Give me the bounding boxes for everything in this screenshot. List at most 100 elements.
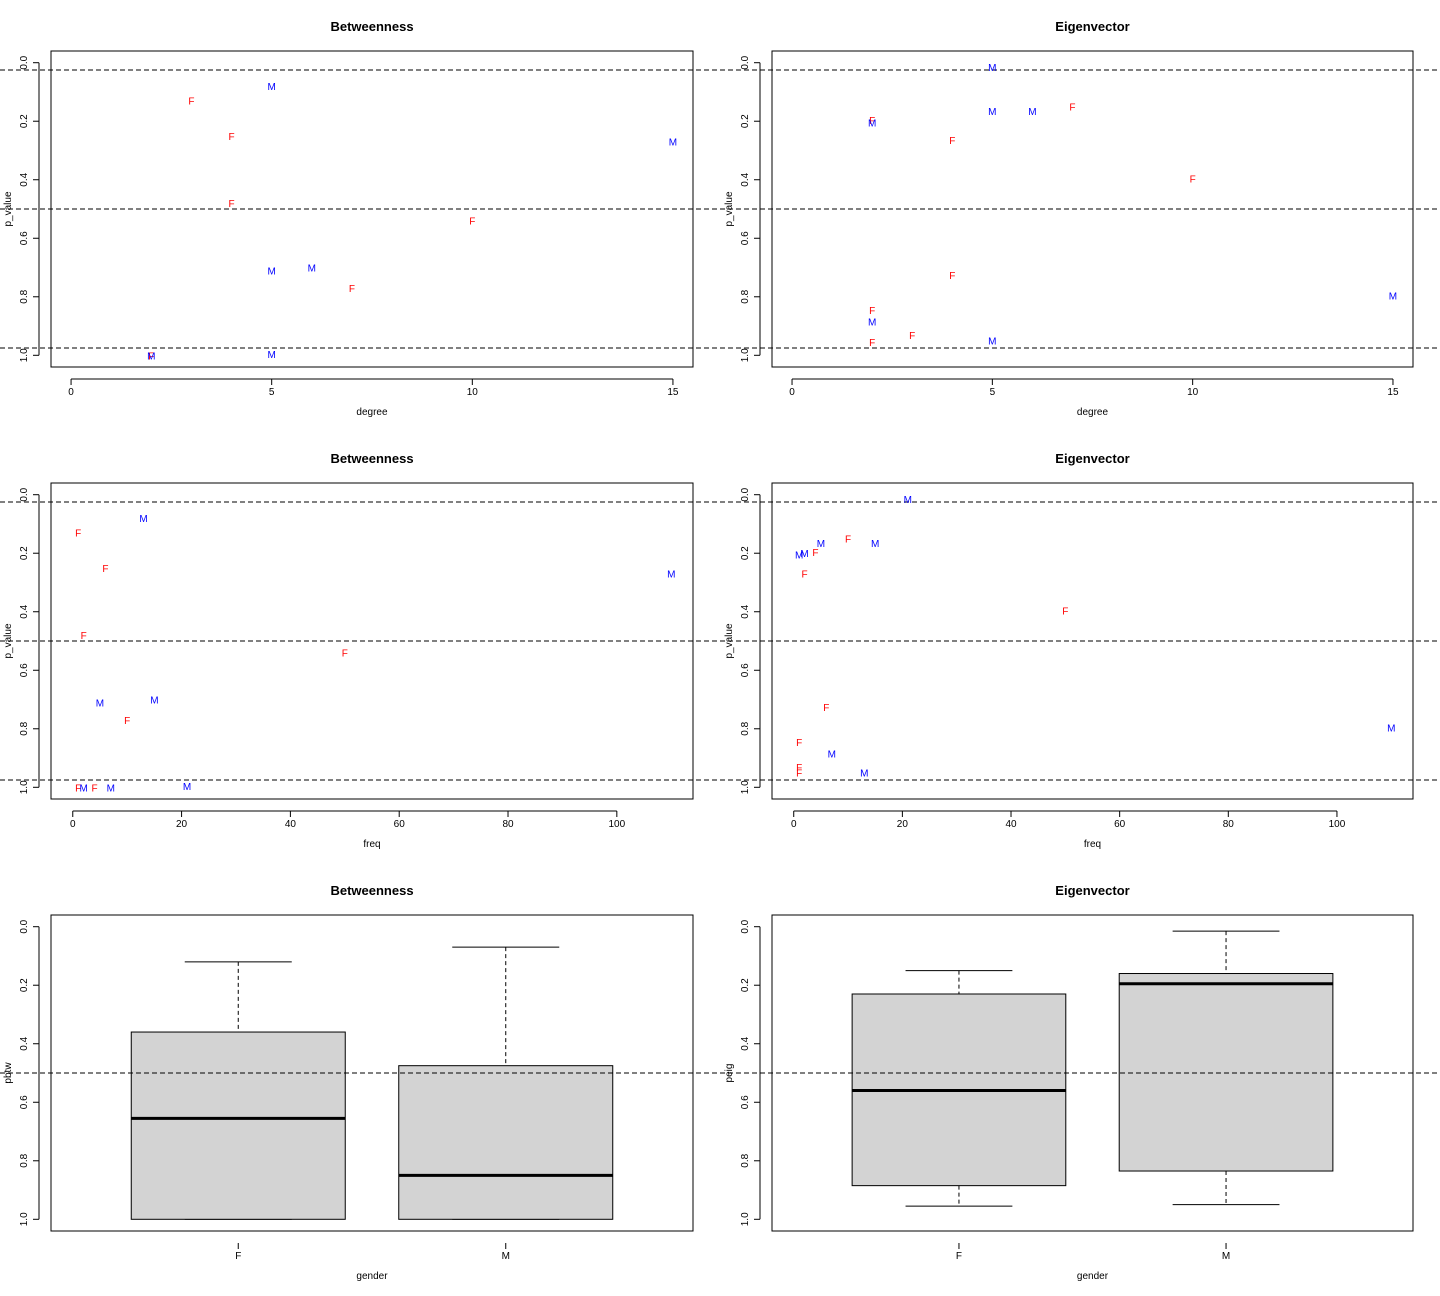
point-M: M <box>150 696 158 707</box>
x-tick-label: 5 <box>990 387 996 398</box>
point-F: F <box>845 535 851 546</box>
plot-frame <box>771 50 1414 368</box>
box-rect <box>398 1065 614 1220</box>
x-axis-label: freq <box>1084 839 1101 850</box>
point-F: F <box>869 306 875 317</box>
plot-frame <box>771 914 1414 1232</box>
point-F: F <box>796 769 802 780</box>
y-tick-label: 0.6 <box>740 231 751 245</box>
chart-title: Eigenvector <box>1055 883 1129 898</box>
point-F: F <box>812 548 818 559</box>
y-tick-label: 0.2 <box>740 546 751 560</box>
point-F: F <box>796 738 802 749</box>
x-tick-label: 100 <box>1329 819 1346 830</box>
y-tick-label: 0.2 <box>19 546 30 560</box>
y-tick-label: 0.0 <box>740 487 751 501</box>
point-M: M <box>904 495 912 506</box>
y-tick-label: 0.0 <box>740 919 751 933</box>
point-F: F <box>949 271 955 282</box>
plot-frame <box>50 50 694 368</box>
point-F: F <box>91 783 97 794</box>
point-M: M <box>828 750 836 761</box>
point-M: M <box>79 783 87 794</box>
point-F: F <box>909 331 915 342</box>
x-axis-label: gender <box>356 1271 388 1282</box>
panel-3: Betweennessfreqp_value0.00.20.40.60.81.0… <box>0 451 720 850</box>
x-tick-label: 80 <box>1223 819 1235 830</box>
box-F <box>851 970 1067 1207</box>
y-tick-label: 1.0 <box>740 780 751 794</box>
point-F: F <box>75 783 81 794</box>
plot-frame <box>50 482 694 800</box>
chart-title: Betweenness <box>330 883 413 898</box>
x-axis-label: degree <box>356 407 388 418</box>
y-tick-label: 0.2 <box>19 978 30 992</box>
y-tick-label: 0.0 <box>19 919 30 933</box>
point-M: M <box>871 539 879 550</box>
point-F: F <box>148 351 154 362</box>
y-tick-label: 0.4 <box>19 1036 30 1050</box>
x-tick-label: M <box>502 1251 510 1262</box>
x-tick-label: F <box>235 1251 241 1262</box>
point-F: F <box>229 132 235 143</box>
point-M: M <box>147 351 155 362</box>
x-tick-label: F <box>956 1251 962 1262</box>
box-F <box>130 961 346 1220</box>
panel-2: Eigenvectordegreep_value0.00.20.40.60.81… <box>720 19 1440 418</box>
point-F: F <box>1190 174 1196 185</box>
x-tick-label: 100 <box>608 819 625 830</box>
point-M: M <box>795 551 803 562</box>
box-rect <box>1118 973 1334 1172</box>
box-M <box>398 946 614 1220</box>
x-tick-label: 10 <box>1187 387 1199 398</box>
y-tick-label: 0.2 <box>740 978 751 992</box>
x-tick-label: M <box>1222 1251 1230 1262</box>
x-tick-label: 0 <box>68 387 74 398</box>
y-tick-label: 0.8 <box>19 289 30 303</box>
y-tick-label: 0.6 <box>740 663 751 677</box>
x-tick-label: 60 <box>394 819 406 830</box>
x-tick-label: 0 <box>791 819 797 830</box>
point-F: F <box>469 217 475 228</box>
point-F: F <box>81 631 87 642</box>
y-tick-label: 1.0 <box>19 1212 30 1226</box>
point-F: F <box>229 199 235 210</box>
point-M: M <box>669 138 677 149</box>
point-M: M <box>183 782 191 793</box>
point-M: M <box>988 337 996 348</box>
point-M: M <box>988 63 996 74</box>
point-F: F <box>949 136 955 147</box>
plot-frame <box>50 914 694 1232</box>
y-tick-label: 0.6 <box>19 231 30 245</box>
y-tick-label: 1.0 <box>740 1212 751 1226</box>
chart-title: Eigenvector <box>1055 19 1129 34</box>
x-tick-label: 10 <box>467 387 479 398</box>
x-tick-label: 0 <box>70 819 76 830</box>
y-tick-label: 0.2 <box>740 114 751 128</box>
point-M: M <box>868 119 876 130</box>
point-M: M <box>107 783 115 794</box>
point-M: M <box>308 264 316 275</box>
y-tick-label: 0.4 <box>740 1036 751 1050</box>
y-tick-label: 0.4 <box>740 172 751 186</box>
x-tick-label: 15 <box>1387 387 1399 398</box>
y-tick-label: 1.0 <box>740 348 751 362</box>
point-M: M <box>1387 723 1395 734</box>
point-M: M <box>268 82 276 93</box>
point-F: F <box>188 97 194 108</box>
y-tick-label: 0.6 <box>740 1095 751 1109</box>
panel-6: Eigenvectorgenderpeig0.00.20.40.60.81.0F… <box>720 883 1440 1282</box>
x-tick-label: 20 <box>897 819 909 830</box>
panel-4: Eigenvectorfreqp_value0.00.20.40.60.81.0… <box>720 451 1440 850</box>
y-tick-label: 0.0 <box>19 487 30 501</box>
point-F: F <box>823 703 829 714</box>
y-tick-label: 0.0 <box>19 55 30 69</box>
point-F: F <box>869 338 875 349</box>
y-tick-label: 1.0 <box>19 780 30 794</box>
point-F: F <box>802 570 808 581</box>
y-tick-label: 0.2 <box>19 114 30 128</box>
point-F: F <box>124 716 130 727</box>
x-tick-label: 5 <box>269 387 275 398</box>
plot-frame <box>771 482 1414 800</box>
x-tick-label: 40 <box>285 819 297 830</box>
